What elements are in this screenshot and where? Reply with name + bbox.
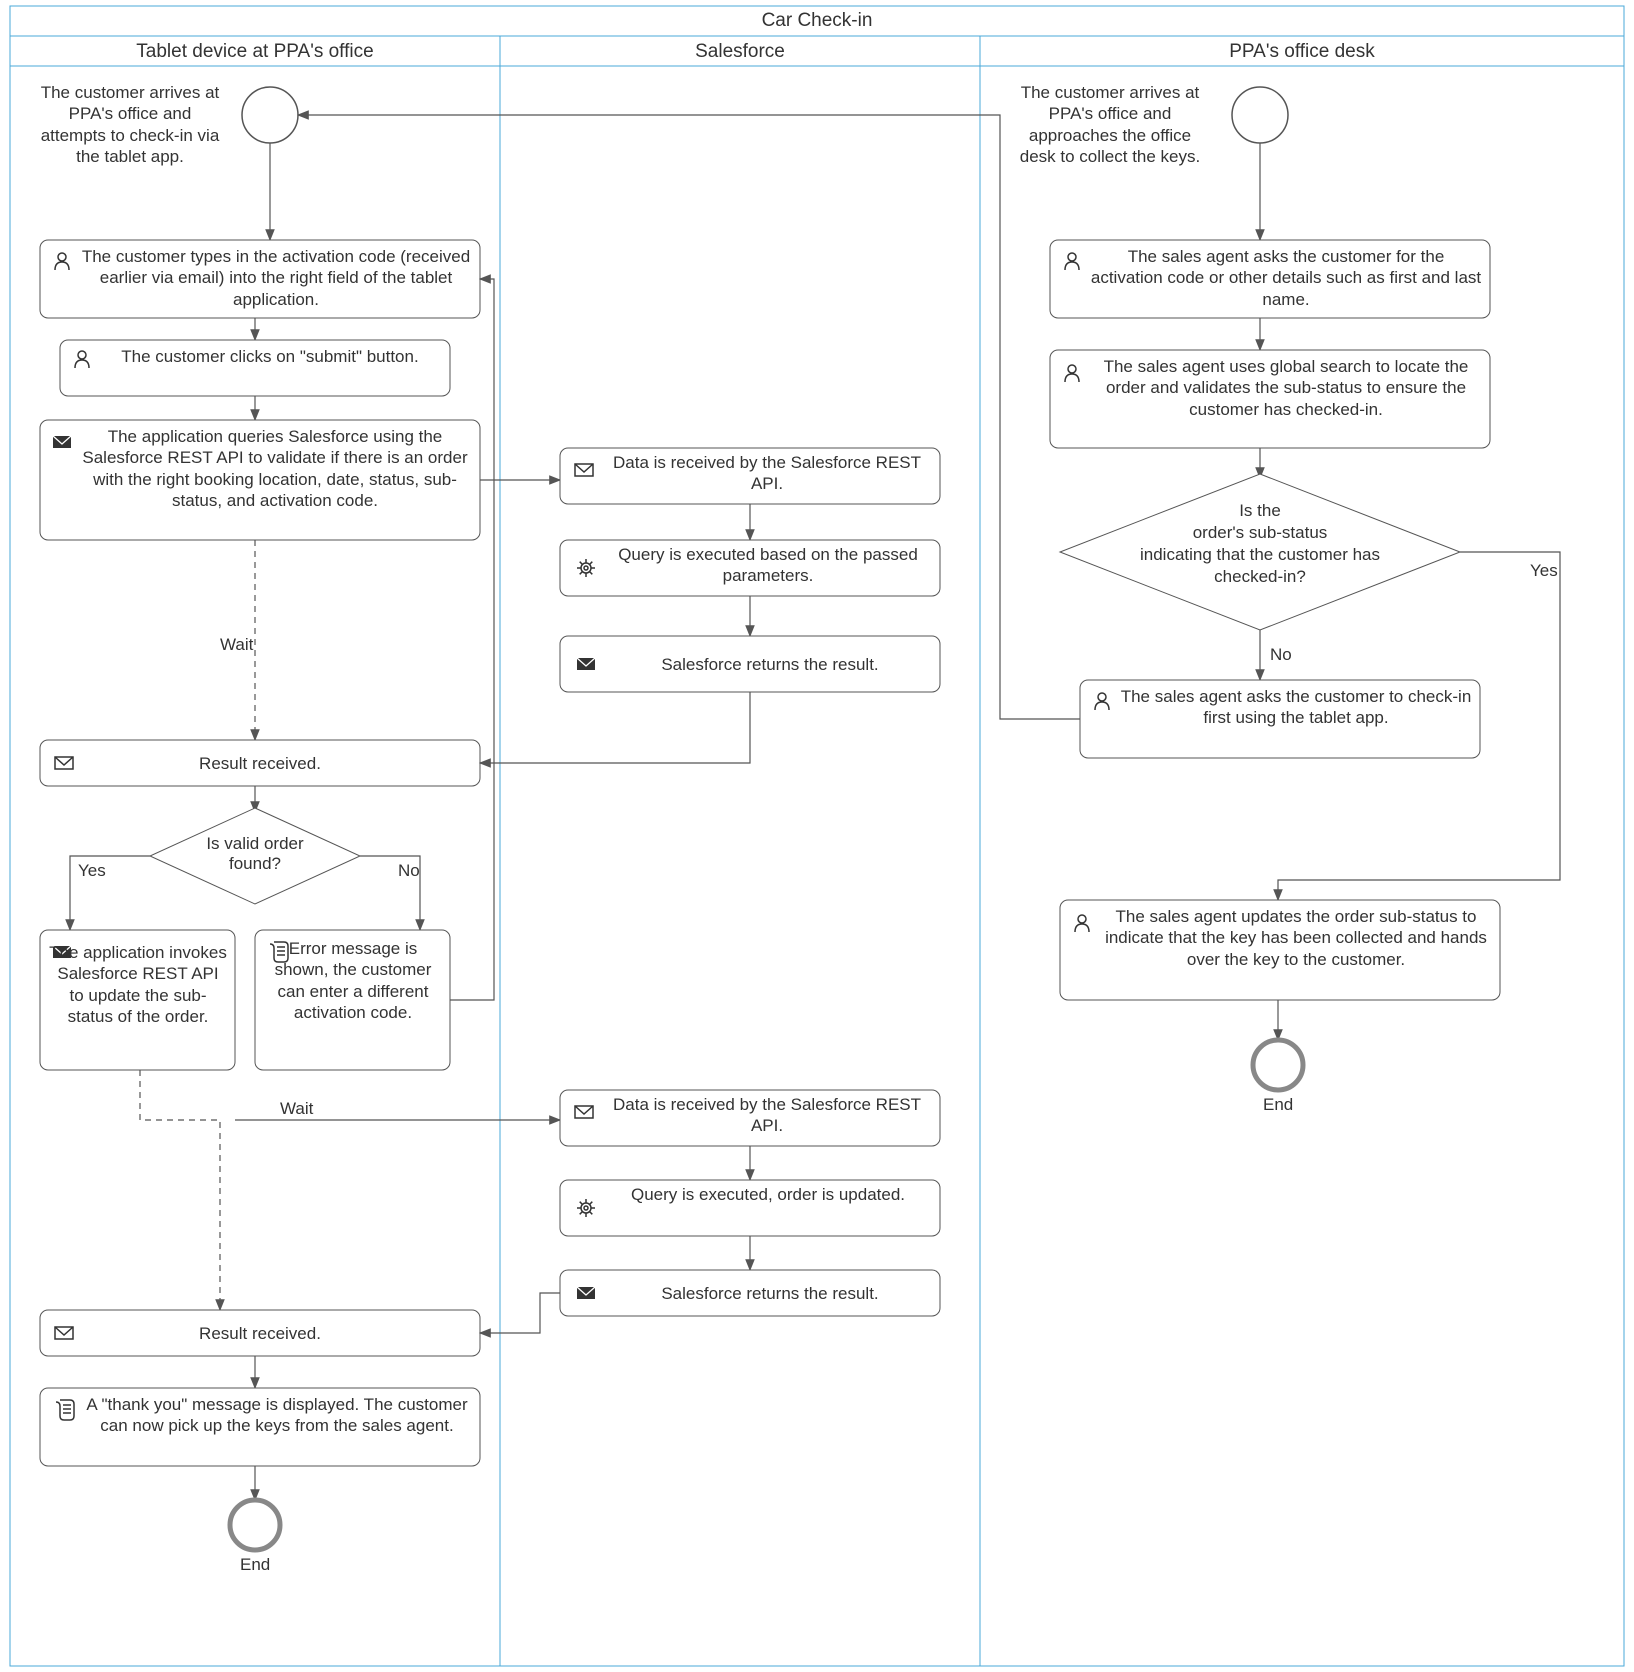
d2-no: No [1270,645,1292,664]
svg-text:checked-in?: checked-in? [1214,567,1306,586]
tablet-n3-text: The application queries Salesforce using… [78,426,472,511]
tablet-n6-text: Error message is shown, the customer can… [263,938,443,1023]
desk-end-circle [1253,1040,1303,1090]
d1-yes: Yes [78,861,106,880]
tablet-d1-text: Is valid order found? [185,834,325,875]
envelope-icon [577,658,595,670]
envelope-icon [577,1287,595,1299]
tablet-end-circle [230,1500,280,1550]
sf-s2-text: Query is executed based on the passed pa… [604,544,932,587]
sf-s1-text: Data is received by the Salesforce REST … [602,452,932,495]
sf-s6-text: Salesforce returns the result. [661,1284,878,1303]
lane-salesforce-title: Salesforce [695,41,785,62]
tablet-n4-text: Result received. [199,754,321,773]
tablet-n5-text: The application invokes Salesforce REST … [48,942,228,1027]
desk-end-label: End [1263,1095,1293,1114]
svg-text:Is the: Is the [1239,501,1281,520]
sf-s3-text: Salesforce returns the result. [661,655,878,674]
svg-text:indicating that the customer h: indicating that the customer has [1140,545,1380,564]
wait-label-2: Wait [280,1099,314,1118]
tablet-start-circle [242,87,298,143]
sf-s5-text: Query is executed, order is updated. [604,1184,932,1205]
desk-p1-text: The sales agent asks the customer for th… [1090,246,1482,310]
d1-no: No [398,861,420,880]
diagram-title: Car Check-in [762,10,873,31]
tablet-n8-text: A "thank you" message is displayed. The … [82,1394,472,1437]
lane-desk-title: PPA's office desk [1229,41,1375,62]
desk-p2-text: The sales agent uses global search to lo… [1090,356,1482,420]
desk-start-note: The customer arrives at PPA's office and… [1010,82,1210,167]
sf-s4-text: Data is received by the Salesforce REST … [602,1094,932,1137]
wait-label-1: Wait [220,635,254,654]
tablet-n1-text: The customer types in the activation cod… [80,246,472,310]
lane-tablet-title: Tablet device at PPA's office [136,41,373,62]
desk-start-circle [1232,87,1288,143]
desk-p4-text: The sales agent updates the order sub-st… [1100,906,1492,970]
swimlane-diagram: Car Check-in Tablet device at PPA's offi… [0,0,1634,1672]
d2-yes: Yes [1530,561,1558,580]
tablet-end-label: End [240,1555,270,1574]
tablet-n7-text: Result received. [199,1324,321,1343]
tablet-start-note: The customer arrives at PPA's office and… [40,82,220,167]
svg-text:order's sub-status: order's sub-status [1193,523,1328,542]
envelope-icon [53,436,71,448]
tablet-n2-text: The customer clicks on "submit" button. [100,346,440,367]
desk-p3-text: The sales agent asks the customer to che… [1120,686,1472,729]
